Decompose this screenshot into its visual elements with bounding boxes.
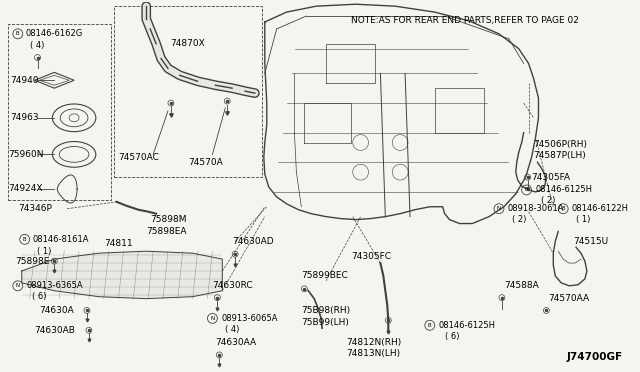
Text: 08146-6122H: 08146-6122H (571, 204, 628, 213)
Text: 75B99(LH): 75B99(LH) (301, 318, 349, 327)
Text: J74700GF: J74700GF (566, 352, 623, 362)
Text: N: N (211, 316, 214, 321)
Text: ( 6): ( 6) (31, 292, 46, 301)
Text: 74811: 74811 (104, 239, 132, 248)
Text: 74630RC: 74630RC (212, 281, 253, 290)
Text: ( 1): ( 1) (576, 215, 590, 224)
Text: 74570A: 74570A (188, 158, 223, 167)
Text: 74346P: 74346P (18, 204, 52, 213)
Text: 74570AA: 74570AA (548, 294, 589, 303)
Text: ( 2): ( 2) (512, 215, 526, 224)
Text: 75B98(RH): 75B98(RH) (301, 306, 351, 315)
Text: 74587P(LH): 74587P(LH) (534, 151, 586, 160)
Text: 74812N(RH): 74812N(RH) (346, 338, 401, 347)
Text: 75898EA: 75898EA (146, 227, 187, 236)
Text: 75898M: 75898M (150, 215, 187, 224)
Text: N: N (497, 206, 501, 211)
Text: 74588A: 74588A (504, 281, 539, 290)
Text: 74924X: 74924X (8, 185, 42, 193)
Text: B: B (23, 237, 26, 242)
Text: 74630AD: 74630AD (232, 237, 274, 246)
Text: 74940: 74940 (10, 76, 38, 85)
Text: 74630AB: 74630AB (35, 326, 76, 335)
Text: 74813N(LH): 74813N(LH) (346, 349, 400, 359)
Text: 75960N: 75960N (8, 150, 44, 159)
Text: 75899BEC: 75899BEC (301, 272, 348, 280)
Text: ( 4): ( 4) (225, 325, 239, 334)
Text: ( 2): ( 2) (541, 196, 556, 205)
Text: 74305FA: 74305FA (532, 173, 571, 182)
Text: ( 4): ( 4) (29, 41, 44, 50)
Text: N: N (16, 283, 20, 288)
Text: NOTE:AS FOR REAR END PARTS,REFER TO PAGE 02: NOTE:AS FOR REAR END PARTS,REFER TO PAGE… (351, 16, 579, 25)
Text: 08913-6365A: 08913-6365A (27, 281, 83, 290)
Text: B: B (561, 206, 565, 211)
Text: 08146-6125H: 08146-6125H (438, 321, 496, 330)
Text: 74630A: 74630A (40, 306, 74, 315)
Text: 74570AC: 74570AC (118, 153, 159, 162)
Text: ( 1): ( 1) (36, 247, 51, 256)
Text: B: B (16, 31, 20, 36)
Polygon shape (22, 251, 222, 299)
Text: 74630AA: 74630AA (216, 338, 257, 347)
Text: 08146-6125H: 08146-6125H (536, 186, 593, 195)
Text: 74305FC: 74305FC (351, 251, 391, 261)
Text: 08913-6065A: 08913-6065A (221, 314, 278, 323)
Text: 75898E: 75898E (15, 257, 49, 266)
Text: ( 6): ( 6) (445, 332, 459, 341)
Text: 08146-8161A: 08146-8161A (33, 235, 89, 244)
Text: B: B (428, 323, 431, 328)
Text: 08918-3061A: 08918-3061A (508, 204, 564, 213)
Text: 74870X: 74870X (170, 39, 205, 48)
Text: 08146-6162G: 08146-6162G (26, 29, 83, 38)
Text: 74515U: 74515U (573, 237, 608, 246)
Text: 74963: 74963 (10, 113, 38, 122)
Text: 74506P(RH): 74506P(RH) (534, 140, 588, 149)
Text: B: B (525, 187, 529, 192)
